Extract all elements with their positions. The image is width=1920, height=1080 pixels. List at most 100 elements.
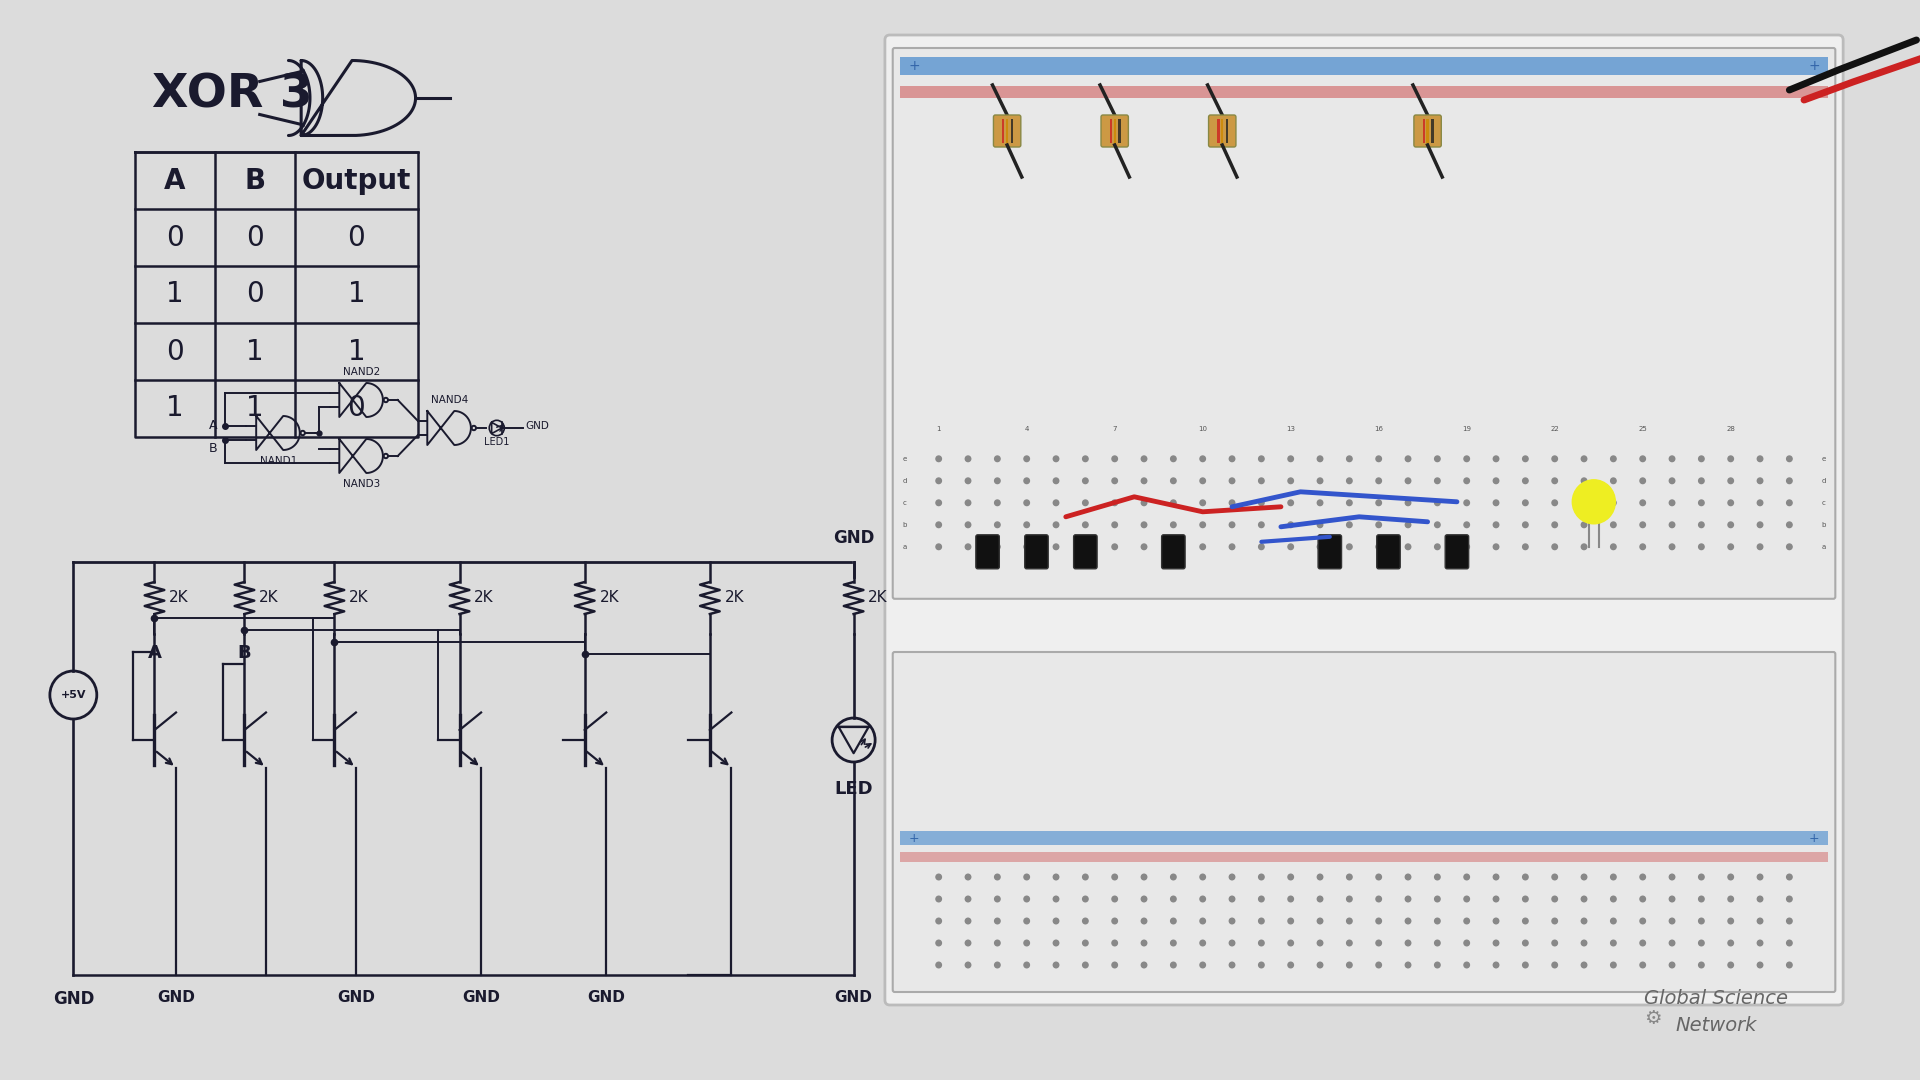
Circle shape bbox=[1171, 941, 1177, 946]
Circle shape bbox=[1463, 478, 1469, 484]
Circle shape bbox=[1434, 544, 1440, 550]
Circle shape bbox=[1023, 896, 1029, 902]
Circle shape bbox=[1611, 896, 1617, 902]
Bar bbox=[900, 852, 1828, 862]
Circle shape bbox=[995, 941, 1000, 946]
Circle shape bbox=[1346, 941, 1352, 946]
Circle shape bbox=[1611, 941, 1617, 946]
Circle shape bbox=[1171, 874, 1177, 880]
Circle shape bbox=[1023, 456, 1029, 461]
Circle shape bbox=[1611, 962, 1617, 968]
Bar bbox=[1221, 119, 1223, 143]
Circle shape bbox=[995, 962, 1000, 968]
Circle shape bbox=[1640, 962, 1645, 968]
Circle shape bbox=[1140, 500, 1146, 505]
Circle shape bbox=[1494, 962, 1500, 968]
Circle shape bbox=[1288, 522, 1294, 528]
Text: 10: 10 bbox=[1198, 426, 1208, 432]
Circle shape bbox=[1112, 918, 1117, 923]
Circle shape bbox=[1112, 962, 1117, 968]
Text: 0: 0 bbox=[167, 224, 184, 252]
Circle shape bbox=[1728, 522, 1734, 528]
Bar bbox=[1423, 119, 1425, 143]
Circle shape bbox=[1171, 456, 1177, 461]
Circle shape bbox=[1757, 874, 1763, 880]
Text: ⚙: ⚙ bbox=[1644, 1009, 1661, 1027]
Circle shape bbox=[1171, 962, 1177, 968]
FancyBboxPatch shape bbox=[885, 35, 1843, 1005]
Circle shape bbox=[935, 544, 941, 550]
Circle shape bbox=[1582, 874, 1586, 880]
Text: 25: 25 bbox=[1638, 426, 1647, 432]
Text: A: A bbox=[148, 644, 161, 662]
Circle shape bbox=[1582, 918, 1586, 923]
Circle shape bbox=[1757, 941, 1763, 946]
Circle shape bbox=[1788, 500, 1791, 505]
Circle shape bbox=[1023, 874, 1029, 880]
Circle shape bbox=[1494, 874, 1500, 880]
Text: 13: 13 bbox=[1286, 426, 1296, 432]
Circle shape bbox=[1229, 896, 1235, 902]
Circle shape bbox=[966, 941, 972, 946]
Text: 2K: 2K bbox=[349, 591, 369, 606]
Circle shape bbox=[1405, 500, 1411, 505]
Circle shape bbox=[1140, 918, 1146, 923]
Bar bbox=[900, 57, 1828, 75]
Circle shape bbox=[1551, 456, 1557, 461]
Circle shape bbox=[1494, 941, 1500, 946]
Circle shape bbox=[1463, 874, 1469, 880]
Circle shape bbox=[1229, 544, 1235, 550]
Circle shape bbox=[1582, 941, 1586, 946]
Circle shape bbox=[1463, 522, 1469, 528]
Text: GND: GND bbox=[52, 990, 94, 1008]
Circle shape bbox=[1788, 962, 1791, 968]
Circle shape bbox=[1668, 500, 1674, 505]
Circle shape bbox=[1317, 874, 1323, 880]
Circle shape bbox=[935, 874, 941, 880]
Circle shape bbox=[1582, 456, 1586, 461]
Circle shape bbox=[966, 918, 972, 923]
Text: 2K: 2K bbox=[724, 591, 745, 606]
Circle shape bbox=[1523, 500, 1528, 505]
Circle shape bbox=[1377, 478, 1380, 484]
Circle shape bbox=[1112, 896, 1117, 902]
Circle shape bbox=[1611, 478, 1617, 484]
Circle shape bbox=[1551, 941, 1557, 946]
Circle shape bbox=[1640, 918, 1645, 923]
Circle shape bbox=[1728, 500, 1734, 505]
Circle shape bbox=[1229, 918, 1235, 923]
Circle shape bbox=[1757, 544, 1763, 550]
Circle shape bbox=[1200, 456, 1206, 461]
Circle shape bbox=[995, 500, 1000, 505]
Circle shape bbox=[1757, 456, 1763, 461]
Circle shape bbox=[966, 544, 972, 550]
Circle shape bbox=[1788, 478, 1791, 484]
Circle shape bbox=[1551, 874, 1557, 880]
Circle shape bbox=[1288, 500, 1294, 505]
Circle shape bbox=[1728, 962, 1734, 968]
Circle shape bbox=[1668, 456, 1674, 461]
Text: LED1: LED1 bbox=[484, 437, 509, 447]
Circle shape bbox=[1377, 544, 1380, 550]
Circle shape bbox=[1140, 962, 1146, 968]
Circle shape bbox=[1112, 544, 1117, 550]
Circle shape bbox=[1083, 544, 1089, 550]
Circle shape bbox=[1611, 522, 1617, 528]
Text: NAND1: NAND1 bbox=[259, 456, 298, 465]
FancyBboxPatch shape bbox=[1073, 535, 1096, 569]
Text: 0: 0 bbox=[348, 224, 365, 252]
Text: GND: GND bbox=[526, 421, 549, 431]
Circle shape bbox=[1463, 941, 1469, 946]
Circle shape bbox=[1788, 941, 1791, 946]
Circle shape bbox=[1200, 941, 1206, 946]
Circle shape bbox=[995, 896, 1000, 902]
Circle shape bbox=[1494, 896, 1500, 902]
Circle shape bbox=[1260, 544, 1263, 550]
Circle shape bbox=[1788, 456, 1791, 461]
Text: d: d bbox=[1822, 477, 1826, 484]
Circle shape bbox=[1317, 478, 1323, 484]
Text: 1: 1 bbox=[167, 394, 184, 422]
Circle shape bbox=[1112, 456, 1117, 461]
Circle shape bbox=[1494, 918, 1500, 923]
Circle shape bbox=[995, 874, 1000, 880]
